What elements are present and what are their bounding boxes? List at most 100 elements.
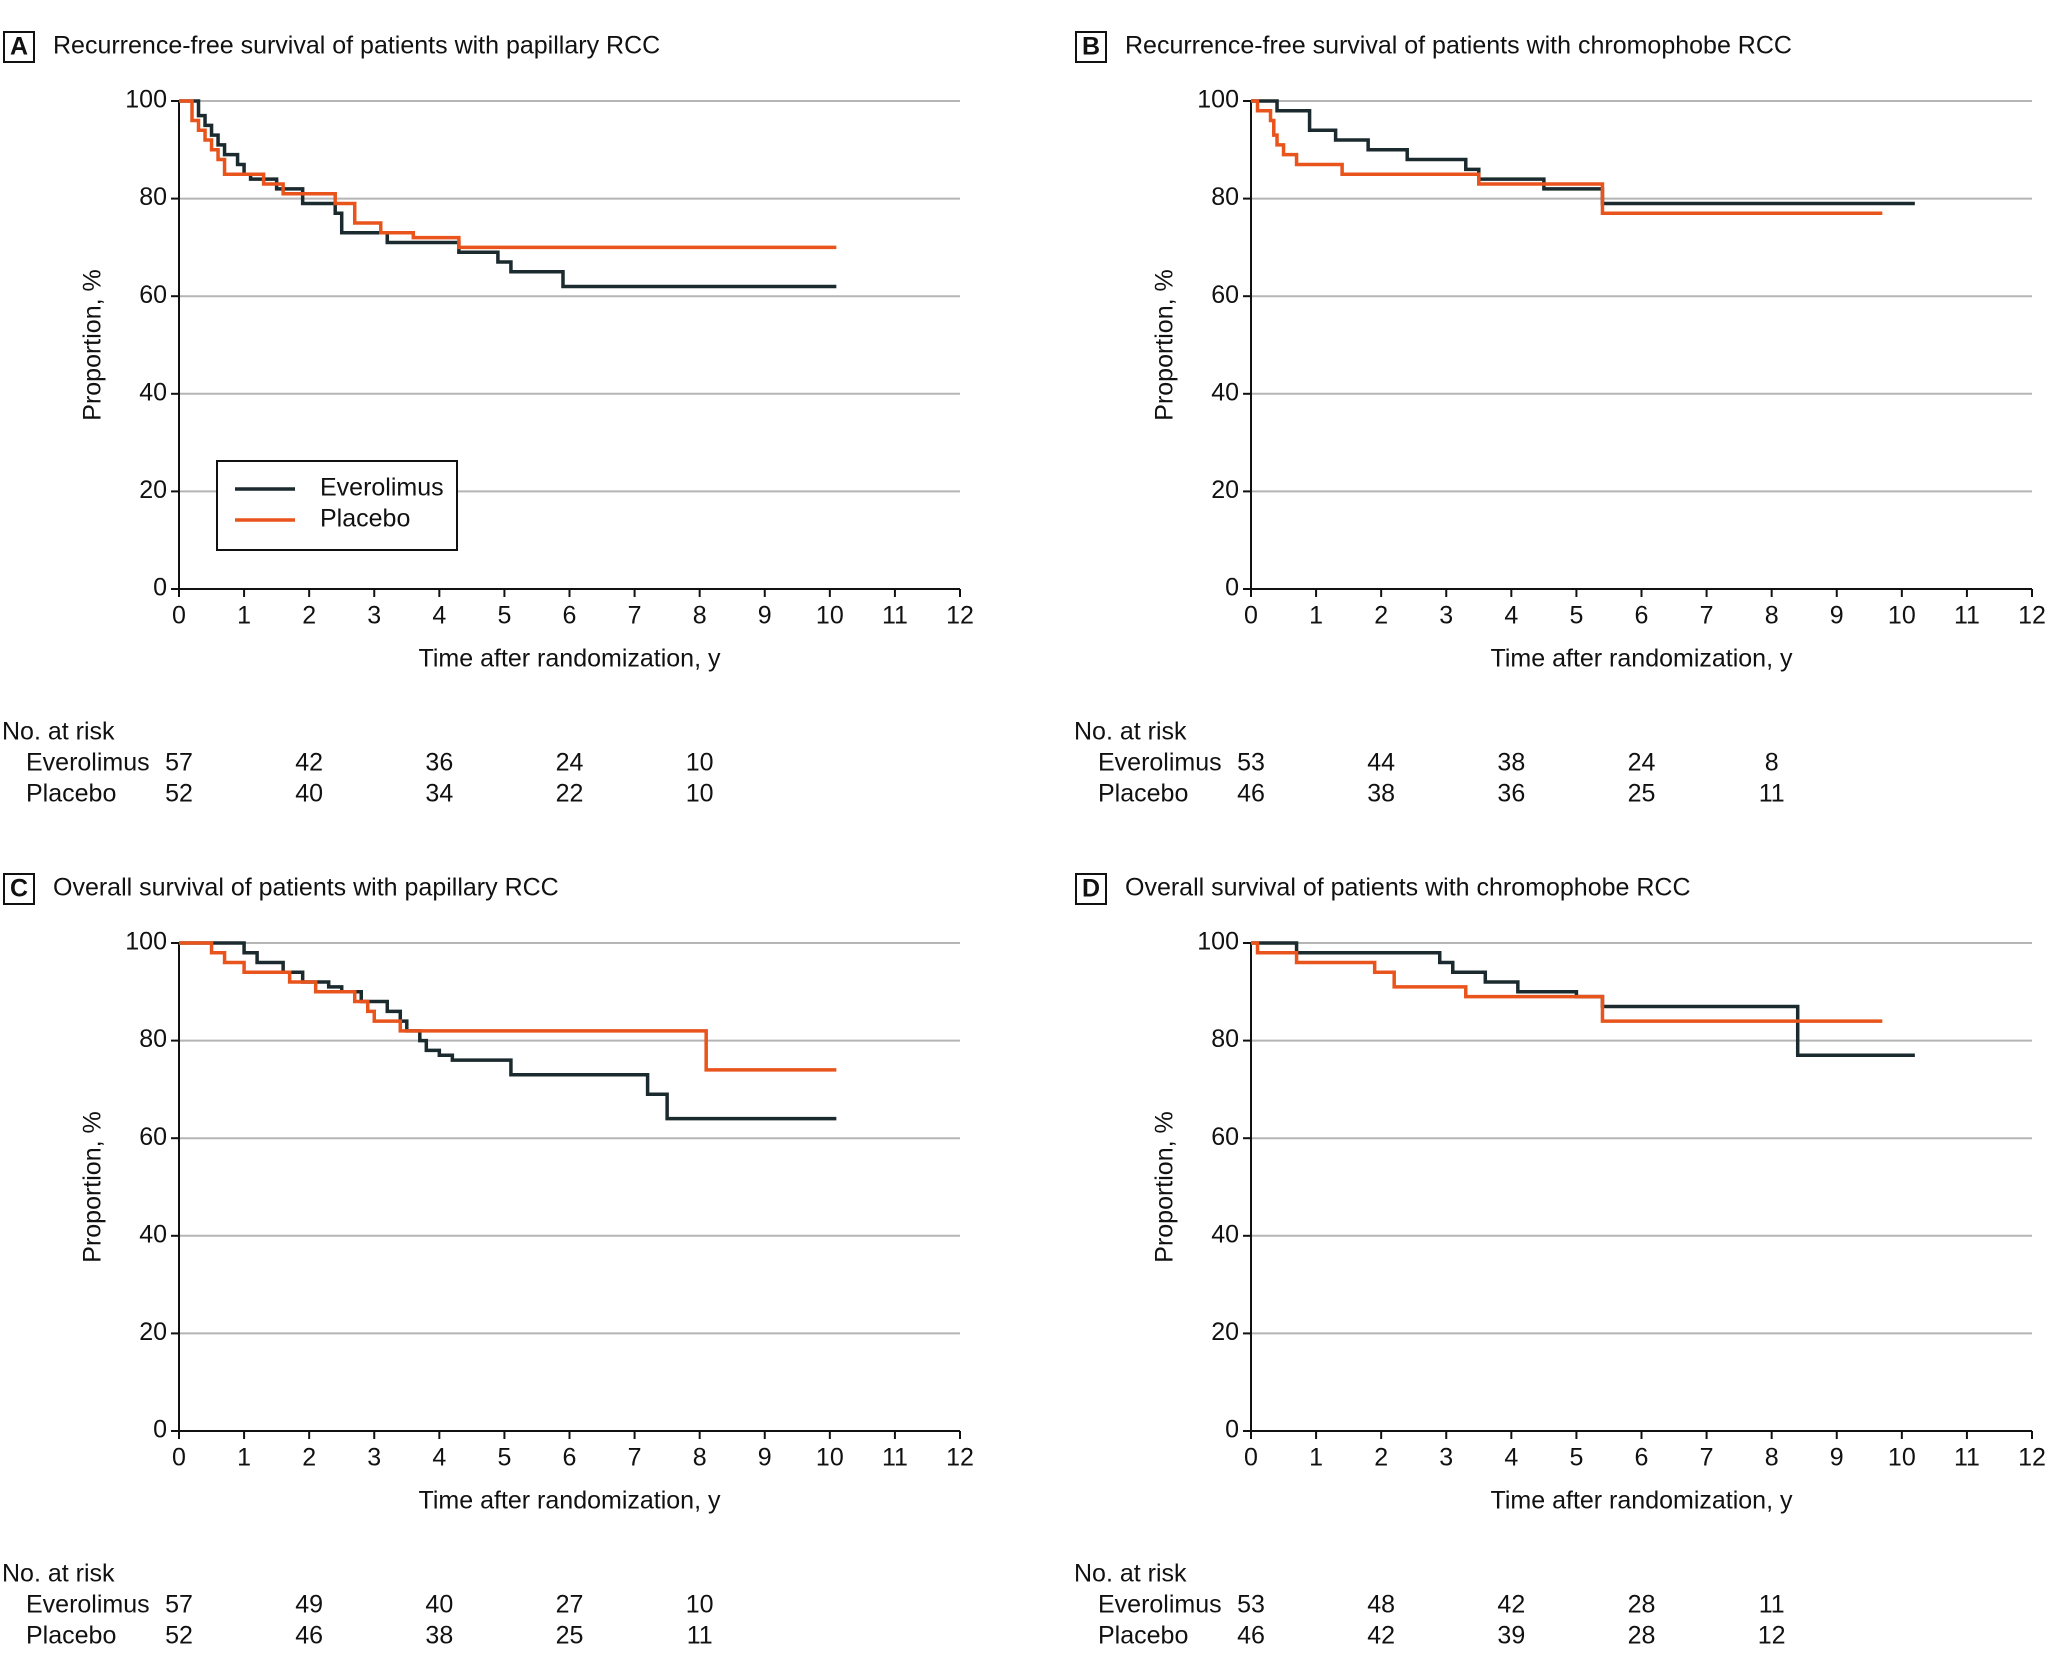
risk-value: 42 <box>295 749 323 777</box>
x-tick-label: 1 <box>1309 1444 1323 1472</box>
x-axis-label: Time after randomization, y <box>1491 1487 1793 1515</box>
x-axis-label: Time after randomization, y <box>1491 645 1793 673</box>
x-tick-label: 10 <box>1888 1444 1916 1472</box>
x-tick-label: 10 <box>816 1444 844 1472</box>
survival-curve <box>1251 99 1915 206</box>
x-tick-label: 9 <box>758 602 772 630</box>
panel-title: Recurrence-free survival of patients wit… <box>1125 32 1792 60</box>
risk-value: 48 <box>1367 1591 1395 1619</box>
risk-value: 25 <box>556 1622 584 1650</box>
x-tick-label: 8 <box>1765 602 1779 630</box>
x-tick-label: 3 <box>1439 1444 1453 1472</box>
risk-row-name: Placebo <box>26 780 116 808</box>
x-tick-label: 5 <box>1569 602 1583 630</box>
y-tick-label: 0 <box>1225 1416 1239 1444</box>
risk-row-name: Everolimus <box>26 1591 150 1619</box>
risk-table-title: No. at risk <box>2 718 115 746</box>
risk-value: 28 <box>1628 1622 1656 1650</box>
y-tick-label: 40 <box>139 378 167 406</box>
risk-value: 52 <box>165 780 193 808</box>
x-tick-label: 1 <box>237 1444 251 1472</box>
legend-label: Everolimus <box>320 474 444 502</box>
x-tick-label: 4 <box>1504 1444 1518 1472</box>
risk-value: 10 <box>686 780 714 808</box>
x-tick-label: 7 <box>628 1444 642 1472</box>
risk-value: 53 <box>1237 1591 1265 1619</box>
panel-label: A <box>10 33 28 61</box>
x-tick-label: 8 <box>693 1444 707 1472</box>
panel-label: C <box>10 875 28 903</box>
risk-row-name: Placebo <box>1098 780 1188 808</box>
x-tick-label: 2 <box>302 602 316 630</box>
x-tick-label: 3 <box>367 602 381 630</box>
risk-value: 36 <box>1497 780 1525 808</box>
y-tick-label: 60 <box>139 281 167 309</box>
x-tick-label: 2 <box>302 1444 316 1472</box>
risk-value: 27 <box>556 1591 584 1619</box>
x-tick-label: 7 <box>628 602 642 630</box>
y-tick-label: 40 <box>1211 378 1239 406</box>
risk-value: 8 <box>1765 749 1779 777</box>
y-axis-label: Proportion, % <box>1151 1111 1179 1262</box>
x-tick-label: 12 <box>946 1444 974 1472</box>
risk-row-name: Placebo <box>1098 1622 1188 1650</box>
risk-value: 40 <box>425 1591 453 1619</box>
x-tick-label: 12 <box>2018 1444 2046 1472</box>
x-tick-label: 8 <box>1765 1444 1779 1472</box>
y-tick-label: 20 <box>1211 476 1239 504</box>
risk-value: 42 <box>1497 1591 1525 1619</box>
x-tick-label: 1 <box>1309 602 1323 630</box>
y-axis-label: Proportion, % <box>79 269 107 420</box>
survival-curve <box>1251 941 1883 1023</box>
risk-value: 12 <box>1758 1622 1786 1650</box>
x-tick-label: 6 <box>563 1444 577 1472</box>
x-tick-label: 6 <box>1635 602 1649 630</box>
risk-row-name: Everolimus <box>26 749 150 777</box>
x-tick-label: 9 <box>1830 1444 1844 1472</box>
y-tick-label: 60 <box>1211 1123 1239 1151</box>
risk-value: 40 <box>295 780 323 808</box>
x-tick-label: 2 <box>1374 602 1388 630</box>
x-tick-label: 0 <box>172 1444 186 1472</box>
y-tick-label: 100 <box>125 86 167 114</box>
x-tick-label: 5 <box>497 602 511 630</box>
x-tick-label: 2 <box>1374 1444 1388 1472</box>
x-tick-label: 9 <box>1830 602 1844 630</box>
panel-title: Overall survival of patients with chromo… <box>1125 874 1691 902</box>
x-tick-label: 6 <box>563 602 577 630</box>
x-tick-label: 6 <box>1635 1444 1649 1472</box>
x-tick-label: 4 <box>432 602 446 630</box>
risk-value: 11 <box>687 1622 713 1650</box>
risk-table-title: No. at risk <box>1074 1560 1187 1588</box>
y-tick-label: 0 <box>153 574 167 602</box>
y-tick-label: 80 <box>1211 183 1239 211</box>
x-tick-label: 8 <box>693 602 707 630</box>
y-tick-label: 20 <box>139 1318 167 1346</box>
x-tick-label: 0 <box>1244 602 1258 630</box>
y-tick-label: 80 <box>1211 1025 1239 1053</box>
risk-row-name: Everolimus <box>1098 749 1222 777</box>
x-tick-label: 3 <box>1439 602 1453 630</box>
risk-value: 38 <box>425 1622 453 1650</box>
y-tick-label: 40 <box>1211 1220 1239 1248</box>
risk-row-name: Placebo <box>26 1622 116 1650</box>
x-tick-label: 12 <box>946 602 974 630</box>
risk-value: 39 <box>1497 1622 1525 1650</box>
risk-value: 46 <box>1237 780 1265 808</box>
y-axis-label: Proportion, % <box>79 1111 107 1262</box>
survival-curve <box>179 99 837 289</box>
y-axis-label: Proportion, % <box>1151 269 1179 420</box>
panel-label-box <box>1075 31 1107 63</box>
y-tick-label: 20 <box>139 476 167 504</box>
risk-value: 46 <box>295 1622 323 1650</box>
risk-value: 57 <box>165 1591 193 1619</box>
x-tick-label: 7 <box>1700 1444 1714 1472</box>
panel-label-box <box>1075 873 1107 905</box>
legend-box <box>216 460 458 551</box>
y-tick-label: 100 <box>125 928 167 956</box>
risk-value: 25 <box>1628 780 1656 808</box>
y-tick-label: 100 <box>1197 928 1239 956</box>
risk-value: 53 <box>1237 749 1265 777</box>
risk-table-title: No. at risk <box>1074 718 1187 746</box>
risk-value: 38 <box>1497 749 1525 777</box>
